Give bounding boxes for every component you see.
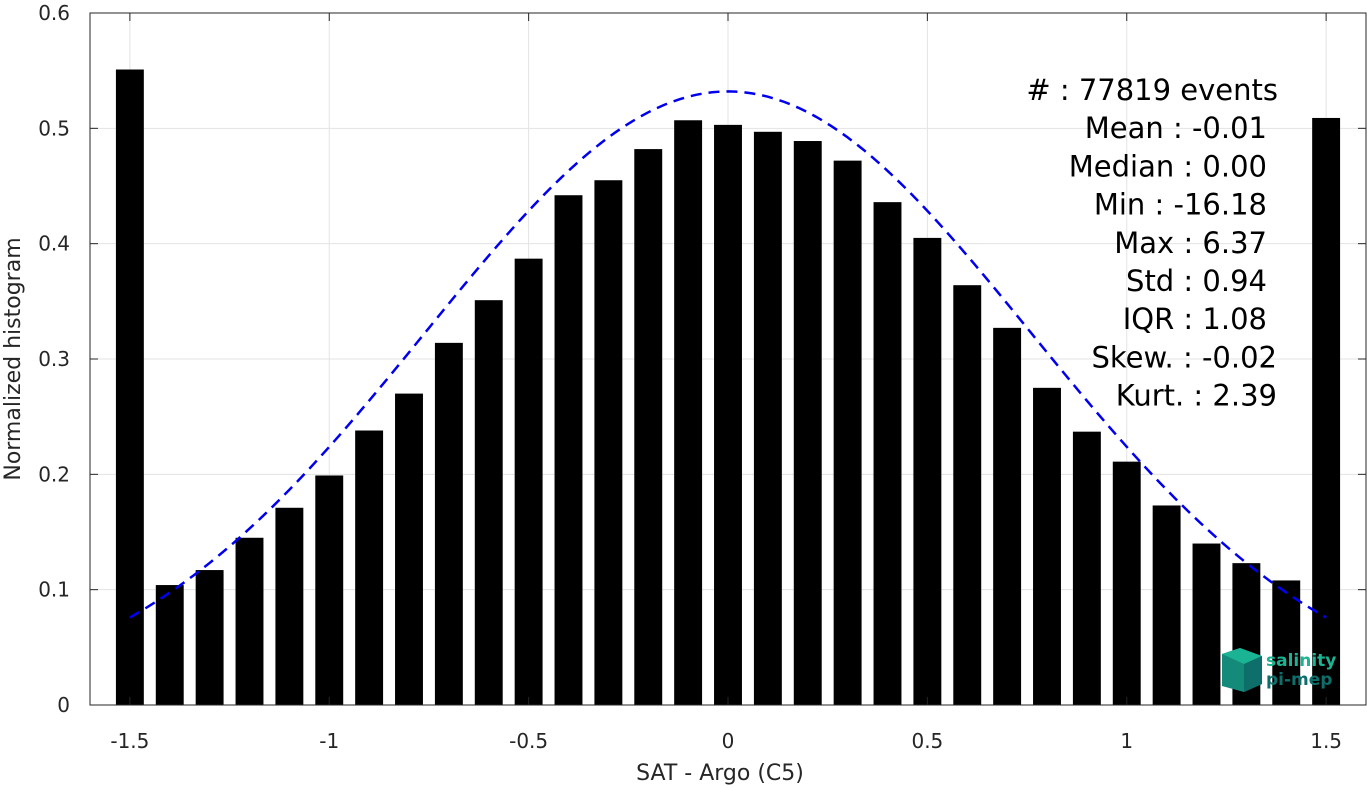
gaussian-fit-curve (129, 90, 1327, 619)
x-tick-label-1: -1 (319, 729, 339, 753)
stat-line-8: Kurt. : 2.39 (1116, 379, 1277, 413)
stat-line-6: IQR : 1.08 (1123, 302, 1267, 336)
stats-annotation: # : 77819 events Mean : -0.01 Median : 0.0… (1026, 73, 1278, 413)
bar-16 (753, 131, 782, 705)
stat-line-2: Median : 0.00 (1069, 149, 1267, 183)
bar-18 (833, 160, 862, 706)
bar-14 (674, 120, 703, 705)
bar-25 (1112, 461, 1141, 705)
x-tick-labels: -1.5 -1 -0.5 0 0.5 1 1.5 (110, 729, 1342, 753)
stat-line-7: Skew. : -0.02 (1091, 340, 1277, 374)
bar-1 (155, 585, 184, 705)
bar-15 (714, 124, 742, 705)
y-axis-label: Normalized histogram (1, 237, 26, 480)
logo-cube-side (1244, 656, 1262, 692)
ticks (90, 12, 1366, 706)
bar-22 (993, 327, 1022, 705)
y-tick-label-0: 0 (57, 693, 70, 717)
bar-19 (873, 202, 902, 705)
bar-10 (514, 258, 543, 705)
bar-29 (1272, 580, 1301, 705)
stat-line-4: Max : 6.37 (1114, 226, 1267, 260)
x-tick-label-4: 0.5 (911, 729, 943, 753)
y-tick-label-2: 0.2 (38, 462, 70, 486)
y-tick-label-6: 0.6 (38, 1, 70, 25)
y-tick-label-4: 0.4 (38, 232, 70, 256)
bars (115, 69, 1341, 706)
bar-9 (474, 300, 503, 705)
bar-0 (115, 69, 144, 706)
y-tick-label-3: 0.3 (38, 347, 70, 371)
x-tick-label-0: -1.5 (110, 729, 149, 753)
logo-text-pimep: pi-mep (1266, 670, 1332, 690)
stat-line-1: Mean : -0.01 (1085, 111, 1267, 145)
bar-17 (793, 141, 822, 705)
stat-line-0: # : 77819 events (1026, 73, 1278, 107)
bar-30 (1312, 117, 1341, 706)
logo-text-salinity: salinity (1266, 651, 1336, 671)
x-axis-label: SAT - Argo (C5) (636, 761, 804, 786)
bar-27 (1192, 543, 1221, 705)
y-tick-labels: 0 0.1 0.2 0.3 0.4 0.5 0.6 (38, 1, 70, 717)
logo-cube-top (1222, 648, 1262, 664)
bar-5 (315, 475, 344, 705)
x-tick-label-6: 1.5 (1310, 729, 1342, 753)
bar-8 (434, 342, 463, 705)
bar-13 (634, 149, 663, 706)
x-tick-label-3: 0 (722, 729, 735, 753)
x-tick-label-5: 1 (1120, 729, 1133, 753)
bar-24 (1072, 431, 1101, 705)
bar-26 (1152, 505, 1181, 705)
x-tick-label-2: -0.5 (509, 729, 548, 753)
salinity-pimep-logo: salinity pi-mep (1222, 648, 1336, 692)
bar-6 (355, 430, 384, 705)
y-tick-label-5: 0.5 (38, 116, 70, 140)
bar-7 (395, 393, 423, 705)
stat-line-3: Min : -16.18 (1094, 188, 1267, 222)
bar-2 (195, 570, 224, 705)
bar-20 (913, 237, 942, 705)
bar-23 (1033, 387, 1061, 705)
bar-3 (235, 537, 264, 705)
stat-line-5: Std : 0.94 (1126, 264, 1267, 298)
bar-11 (554, 195, 583, 705)
bar-12 (594, 180, 623, 705)
y-tick-label-1: 0.1 (38, 578, 70, 602)
bar-21 (953, 285, 982, 705)
bar-4 (275, 507, 304, 705)
